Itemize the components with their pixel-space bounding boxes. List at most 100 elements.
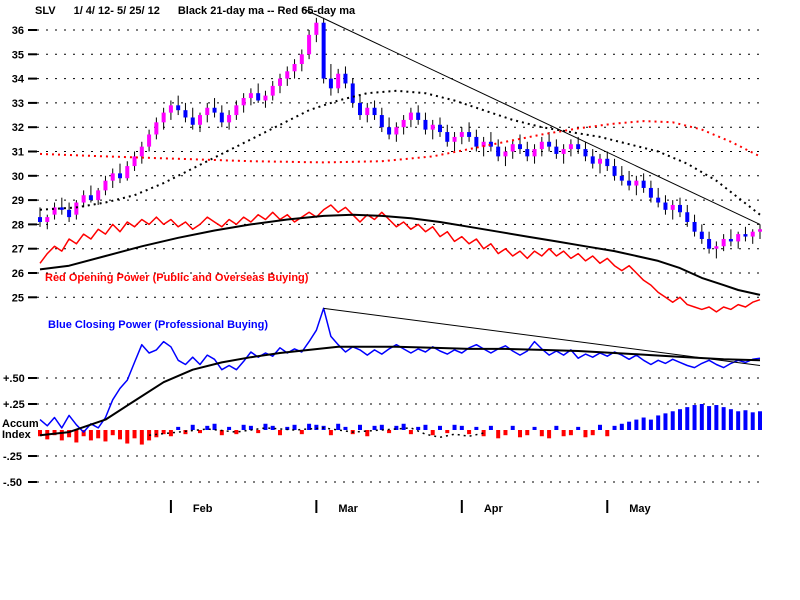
accum-bar: [532, 426, 537, 430]
month-label: Feb: [193, 503, 213, 515]
ma-21day-line: [39, 89, 761, 216]
candle-body: [350, 83, 355, 103]
candle-body: [190, 117, 195, 125]
accum-bar: [685, 407, 690, 430]
accum-bar: [336, 423, 341, 430]
candle-body: [757, 229, 762, 232]
candle-body: [401, 119, 406, 128]
accum-bar: [699, 404, 704, 430]
candle-body: [314, 22, 319, 35]
accum-tick-label: +.25: [3, 399, 25, 411]
price-tick-label: 29: [12, 195, 24, 207]
price-tick-label: 30: [12, 171, 24, 183]
accum-bar: [656, 415, 661, 430]
accum-bar: [67, 430, 72, 438]
candle-body: [81, 195, 86, 203]
accum-bar: [81, 430, 86, 437]
accum-bar: [452, 424, 457, 430]
candle-body: [45, 217, 50, 222]
accum-bar: [205, 425, 210, 430]
accum-bar: [408, 430, 413, 435]
accum-bar: [190, 424, 195, 430]
accum-bar: [423, 424, 428, 430]
accum-bar: [627, 421, 632, 430]
candle-body: [263, 95, 268, 101]
accum-bar: [110, 430, 115, 436]
accum-bar: [561, 430, 566, 437]
accum-bar: [692, 405, 697, 430]
candle-body: [641, 180, 646, 188]
accum-bar: [736, 411, 741, 430]
candle-body: [459, 132, 464, 137]
accum-bar: [474, 426, 479, 430]
chart-header: SLV 1/ 4/ 12- 5/ 25/ 12 Black 21-day ma …: [35, 5, 355, 17]
candle-body: [59, 207, 64, 210]
date-range-label: 1/ 4/ 12- 5/ 25/ 12: [73, 5, 160, 17]
symbol-label: SLV: [35, 5, 56, 17]
candle-body: [227, 115, 232, 123]
candle-body: [481, 141, 486, 147]
accum-bar: [743, 410, 748, 430]
accum-bar: [197, 430, 202, 434]
accum-bar: [750, 412, 755, 430]
accum-bar: [74, 430, 79, 443]
accum-bar: [430, 430, 435, 436]
closing-power-label: Blue Closing Power (Professional Buying): [48, 319, 269, 331]
accum-bar: [590, 430, 595, 436]
candle-body: [103, 180, 108, 191]
accum-bar: [343, 426, 348, 430]
candle-body: [416, 112, 421, 120]
accum-tick-label: -.50: [3, 477, 22, 489]
candle-body: [437, 124, 442, 133]
accum-bar: [641, 417, 646, 430]
accum-bar: [481, 430, 486, 437]
accum-bar: [437, 425, 442, 430]
candle-body: [525, 149, 530, 157]
price-tick-label: 31: [12, 147, 24, 159]
accum-bar: [117, 430, 122, 440]
candle-body: [205, 107, 210, 116]
candle-body: [168, 105, 173, 113]
candle-body: [728, 238, 733, 242]
accum-bar: [721, 407, 726, 430]
candle-body: [394, 127, 399, 135]
candle-body: [183, 110, 188, 118]
candle-body: [692, 221, 697, 232]
accum-bar: [219, 430, 224, 436]
ma-65day-line: [39, 120, 761, 164]
accum-bar: [314, 424, 319, 430]
accum-bar: [263, 423, 268, 430]
accum-bar: [416, 426, 421, 430]
candle-body: [532, 149, 537, 157]
accum-bar: [583, 430, 588, 438]
accum-bar: [401, 423, 406, 430]
candle-body: [241, 98, 246, 106]
accum-bar: [670, 411, 675, 430]
candle-body: [336, 73, 341, 89]
candle-body: [707, 238, 712, 249]
candle-body: [299, 54, 304, 65]
candle-body: [139, 146, 144, 157]
accum-bar: [547, 430, 552, 439]
accum-tick-label: +.50: [3, 373, 25, 385]
accum-bar: [292, 424, 297, 430]
opening-power-label: Red Opening Power (Public and Overseas B…: [45, 272, 309, 284]
candle-body: [408, 112, 413, 120]
candle-body: [430, 124, 435, 130]
accum-bar: [132, 430, 137, 439]
accum-bar: [619, 423, 624, 430]
candle-body: [212, 107, 217, 113]
accum-bar: [161, 430, 166, 435]
accum-bar: [605, 430, 610, 437]
candle-body: [510, 144, 515, 152]
candle-body: [699, 231, 704, 239]
candle-body: [627, 180, 632, 186]
accum-index-label: Accum Index: [2, 419, 39, 441]
accum-bar: [38, 430, 42, 437]
accum-bar: [248, 425, 253, 430]
accum-bar: [648, 419, 653, 430]
candle-body: [219, 112, 224, 123]
candle-body: [176, 105, 181, 111]
accum-index-label-line2: Index: [2, 429, 31, 441]
